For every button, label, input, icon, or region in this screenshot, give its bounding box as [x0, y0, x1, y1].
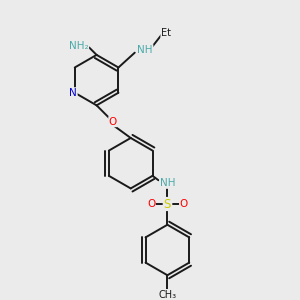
Text: S: S [164, 197, 171, 211]
Text: NH: NH [137, 45, 153, 55]
Text: Et: Et [161, 28, 171, 38]
Text: O: O [180, 199, 188, 209]
Text: NH: NH [160, 178, 175, 188]
Text: N: N [69, 88, 77, 98]
Text: O: O [147, 199, 155, 209]
Text: CH₃: CH₃ [158, 290, 176, 299]
Text: NH₂: NH₂ [69, 41, 88, 51]
Text: O: O [109, 117, 117, 127]
